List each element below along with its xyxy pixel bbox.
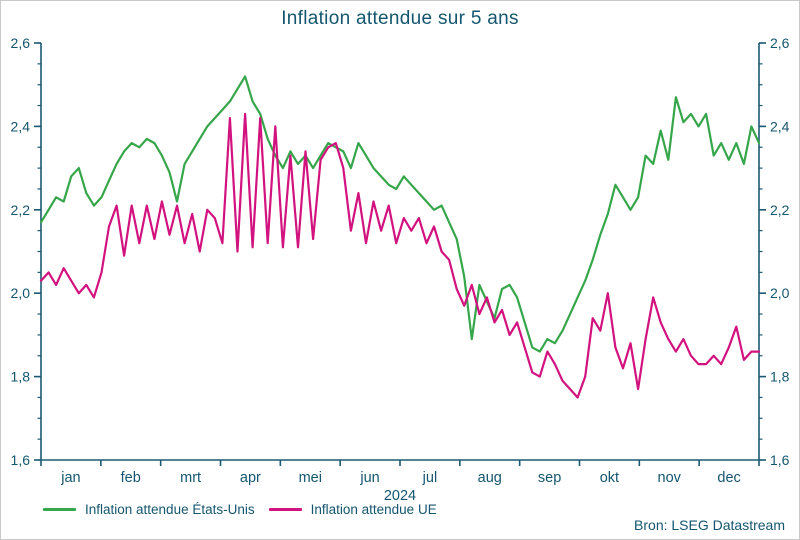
y-tick-label-right: 1,8 <box>770 369 790 385</box>
x-month-label: sep <box>538 470 561 486</box>
x-month-label: okt <box>600 470 619 486</box>
legend-label-us: Inflation attendue États-Unis <box>85 502 255 517</box>
x-month-label: dec <box>717 470 740 486</box>
eu-series-line <box>39 112 761 399</box>
legend-label-eu: Inflation attendue UE <box>310 502 437 517</box>
x-year-label: 2024 <box>384 488 416 504</box>
x-month-label: mei <box>299 470 322 486</box>
x-month-label: mrt <box>180 470 201 486</box>
y-tick-label-left: 1,8 <box>11 369 31 385</box>
y-tick-label-right: 2,6 <box>770 35 790 51</box>
legend-item-eu: Inflation attendue UE <box>268 502 437 517</box>
x-month-label: nov <box>658 470 682 486</box>
us-line-swatch <box>43 508 76 511</box>
legend: Inflation attendue États-Unis Inflation … <box>43 502 437 517</box>
x-month-label: apr <box>240 470 261 486</box>
us-series-line <box>39 75 761 353</box>
y-tick-label-left: 2,6 <box>11 35 31 51</box>
source-credit: Bron: LSEG Datastream <box>634 517 785 533</box>
y-tick-label-right: 2,4 <box>770 118 790 134</box>
y-tick-label-left: 2,2 <box>11 202 31 218</box>
y-tick-label-left: 1,6 <box>11 452 31 468</box>
x-month-label: jan <box>60 470 80 486</box>
x-month-label: aug <box>478 470 502 486</box>
y-tick-label-right: 2,0 <box>770 285 790 301</box>
eu-line-swatch <box>268 508 302 511</box>
y-tick-label-left: 2,4 <box>11 118 31 134</box>
x-month-label: jun <box>359 470 379 486</box>
y-tick-label-right: 1,6 <box>770 452 790 468</box>
legend-item-us: Inflation attendue États-Unis <box>43 502 255 517</box>
x-month-label: jul <box>422 470 438 486</box>
y-tick-label-right: 2,2 <box>770 202 790 218</box>
chart-title: Inflation attendue sur 5 ans <box>281 8 519 29</box>
x-month-label: feb <box>121 470 141 486</box>
y-tick-label-left: 2,0 <box>11 285 31 301</box>
